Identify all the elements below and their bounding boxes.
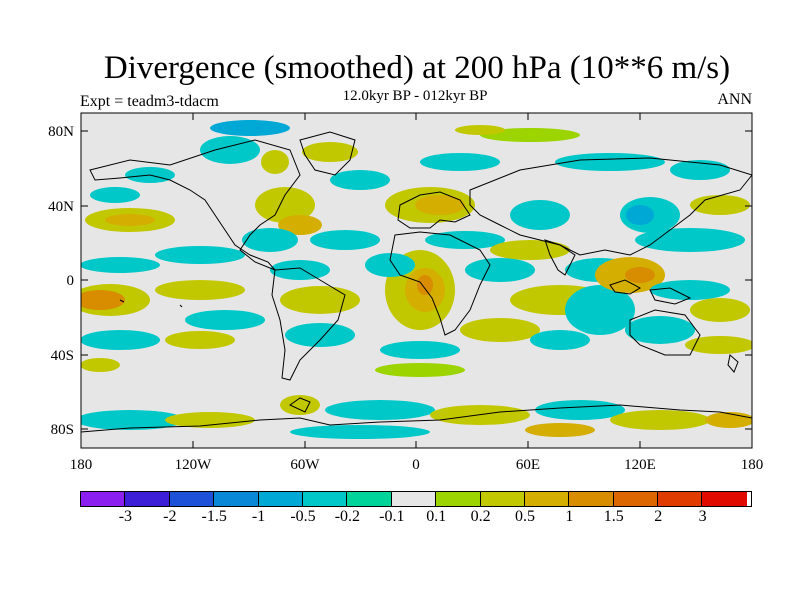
- x-axis-labels: 180 120W 60W 0 60E 120E 180: [70, 457, 764, 473]
- colorbar-swatch: [169, 492, 215, 506]
- colorbar-label: 1: [565, 508, 574, 525]
- x-tick-label: 180: [741, 457, 764, 473]
- y-axis-ticks: [81, 130, 752, 430]
- colorbar-label: -3: [118, 508, 133, 525]
- colorbar-swatch: [347, 492, 392, 506]
- colorbar-label: 1.5: [603, 508, 624, 525]
- divergence-field: [81, 120, 752, 439]
- colorbar-swatch: [524, 492, 570, 506]
- chart-subtitle: 12.0kyr BP - 012kyr BP: [342, 88, 488, 104]
- colorbar-swatch: [436, 492, 481, 506]
- colorbar-label: -1.5: [201, 508, 227, 525]
- colorbar-swatch: [81, 492, 126, 506]
- y-tick-label: 0: [67, 273, 75, 289]
- x-tick-label: 120E: [624, 457, 656, 473]
- x-tick-label: 120W: [175, 457, 213, 473]
- colorbar-swatch: [569, 492, 614, 506]
- colorbar-swatch: [391, 492, 437, 506]
- colorbar-swatch: [613, 492, 659, 506]
- colorbar-label: 3: [698, 508, 707, 525]
- experiment-label: Expt = teadm3-tdacm: [80, 93, 219, 110]
- colorbar: [81, 492, 747, 506]
- colorbar-swatch: [480, 492, 525, 506]
- colorbar-label: -0.1: [379, 508, 405, 525]
- y-tick-label: 80N: [48, 124, 74, 140]
- colorbar-label: -1: [251, 508, 266, 525]
- colorbar-label: -2: [163, 508, 177, 525]
- y-tick-label: 40S: [51, 348, 74, 364]
- colorbar-label: -0.5: [290, 508, 316, 525]
- x-tick-label: 0: [412, 457, 420, 473]
- colorbar-swatch: [125, 492, 170, 506]
- y-tick-label: 40N: [48, 199, 74, 215]
- colorbar-swatch: [258, 492, 303, 506]
- colorbar-swatch: [214, 492, 259, 506]
- colorbar-label: 0.2: [470, 508, 491, 525]
- chart-title: Divergence (smoothed) at 200 hPa (10**6 …: [103, 50, 731, 86]
- x-tick-label: 60W: [290, 457, 320, 473]
- colorbar-swatch: [302, 492, 348, 506]
- y-axis-labels: 80N 40N 0 40S 80S: [48, 124, 74, 438]
- coastlines: [81, 131, 752, 433]
- colorbar-label: 0.1: [426, 508, 447, 525]
- colorbar-label: 0.5: [515, 508, 535, 525]
- y-tick-label: 80S: [51, 422, 74, 438]
- x-tick-label: 180: [70, 457, 93, 473]
- x-axis-ticks: [192, 113, 641, 448]
- colorbar-label: -0.2: [334, 508, 361, 525]
- season-label: ANN: [717, 91, 752, 108]
- x-tick-label: 60E: [516, 457, 540, 473]
- colorbar-swatch: [658, 492, 703, 506]
- colorbar-swatch: [702, 492, 747, 506]
- colorbar-label: 2: [654, 508, 663, 525]
